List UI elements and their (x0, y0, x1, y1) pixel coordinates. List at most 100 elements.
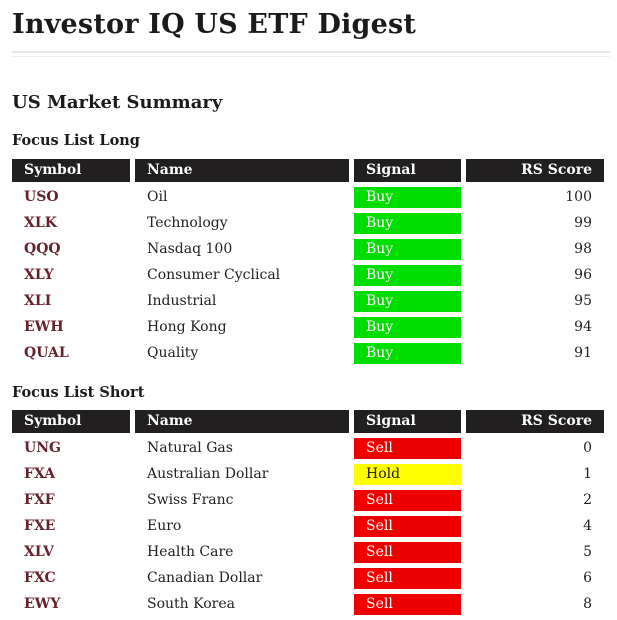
table-row: FXA Australian Dollar Hold 1 (12, 464, 604, 486)
rs-score-cell: 8 (583, 596, 592, 613)
signal-badge-sell: Sell (354, 542, 461, 564)
name-cell: South Korea (147, 596, 235, 613)
signal-cell: Sell (354, 516, 461, 538)
section-heading-us-market-summary: US Market Summary (12, 91, 223, 113)
column-header-rs-score: RS Score (466, 410, 604, 434)
signal-cell: Sell (354, 438, 461, 460)
signal-badge-sell: Sell (354, 594, 461, 616)
column-header-signal: Signal (354, 410, 461, 434)
column-header-symbol: Symbol (12, 158, 130, 182)
rs-score-cell: 98 (574, 240, 592, 257)
signal-cell: Buy (354, 290, 461, 312)
symbol-cell: EWY (24, 596, 61, 613)
name-cell: Natural Gas (147, 440, 233, 457)
table-row: XLY Consumer Cyclical Buy 96 (12, 264, 604, 286)
signal-cell: Sell (354, 594, 461, 616)
symbol-cell: QQQ (24, 240, 61, 257)
symbol-cell: FXA (24, 466, 56, 483)
column-header-name: Name (135, 410, 349, 434)
signal-badge-buy: Buy (354, 342, 461, 364)
name-cell: Consumer Cyclical (147, 266, 281, 283)
rs-score-cell: 4 (583, 518, 592, 535)
table-row: FXC Canadian Dollar Sell 6 (12, 568, 604, 590)
column-header-rs-score: RS Score (466, 158, 604, 182)
signal-badge-sell: Sell (354, 490, 461, 512)
name-cell: Canadian Dollar (147, 570, 263, 587)
rs-score-cell: 99 (574, 214, 592, 231)
signal-badge-sell: Sell (354, 438, 461, 460)
table-row: QUAL Quality Buy 91 (12, 342, 604, 364)
table-row: USO Oil Buy 100 (12, 186, 604, 208)
table-row: EWY South Korea Sell 8 (12, 594, 604, 616)
table-row: FXE Euro Sell 4 (12, 516, 604, 538)
signal-cell: Buy (354, 316, 461, 338)
name-cell: Quality (147, 344, 199, 361)
symbol-cell: UNG (24, 440, 61, 457)
symbol-cell: XLV (24, 544, 54, 561)
symbol-cell: FXF (24, 492, 55, 509)
title-divider (12, 50, 610, 57)
rs-score-cell: 94 (574, 318, 592, 335)
signal-badge-sell: Sell (354, 568, 461, 590)
table-row: QQQ Nasdaq 100 Buy 98 (12, 238, 604, 260)
signal-badge-buy: Buy (354, 264, 461, 286)
column-header-symbol: Symbol (12, 410, 130, 434)
table-row: EWH Hong Kong Buy 94 (12, 316, 604, 338)
focus-list-short-table: Symbol Name Signal RS Score UNG Natural Gas S… (7, 405, 609, 620)
signal-badge-buy: Buy (354, 212, 461, 234)
table-row: FXF Swiss Franc Sell 2 (12, 490, 604, 512)
rs-score-cell: 1 (583, 466, 592, 483)
signal-badge-buy: Buy (354, 186, 461, 208)
rs-score-cell: 6 (583, 570, 592, 587)
signal-badge-buy: Buy (354, 316, 461, 338)
signal-cell: Sell (354, 568, 461, 590)
signal-badge-buy: Buy (354, 290, 461, 312)
table-row: XLK Technology Buy 99 (12, 212, 604, 234)
signal-badge-buy: Buy (354, 238, 461, 260)
signal-cell: Hold (354, 464, 461, 486)
table-header-row: Symbol Name Signal RS Score (12, 158, 604, 182)
name-cell: Swiss Franc (147, 492, 234, 509)
name-cell: Health Care (147, 544, 234, 561)
signal-cell: Sell (354, 490, 461, 512)
symbol-cell: XLI (24, 292, 52, 309)
name-cell: Euro (147, 518, 182, 535)
name-cell: Hong Kong (147, 318, 227, 335)
name-cell: Australian Dollar (147, 466, 269, 483)
signal-cell: Buy (354, 342, 461, 364)
table-row: XLV Health Care Sell 5 (12, 542, 604, 564)
name-cell: Oil (147, 188, 168, 205)
signal-cell: Buy (354, 264, 461, 286)
signal-cell: Buy (354, 212, 461, 234)
rs-score-cell: 96 (574, 266, 592, 283)
name-cell: Technology (147, 214, 228, 231)
rs-score-cell: 0 (583, 440, 592, 457)
rs-score-cell: 2 (583, 492, 592, 509)
table-header-row: Symbol Name Signal RS Score (12, 410, 604, 434)
table-row: UNG Natural Gas Sell 0 (12, 438, 604, 460)
signal-cell: Buy (354, 186, 461, 208)
symbol-cell: QUAL (24, 344, 69, 361)
page-title: Investor IQ US ETF Digest (12, 9, 417, 40)
name-cell: Industrial (147, 292, 217, 309)
table-row: XLI Industrial Buy 95 (12, 290, 604, 312)
rs-score-cell: 5 (583, 544, 592, 561)
rs-score-cell: 91 (574, 344, 592, 361)
symbol-cell: FXC (24, 570, 56, 587)
signal-badge-sell: Sell (354, 516, 461, 538)
column-header-name: Name (135, 158, 349, 182)
table-heading-focus-list-short: Focus List Short (12, 383, 145, 401)
symbol-cell: FXE (24, 518, 56, 535)
symbol-cell: XLK (24, 214, 57, 231)
signal-cell: Sell (354, 542, 461, 564)
column-header-signal: Signal (354, 158, 461, 182)
symbol-cell: USO (24, 188, 59, 205)
rs-score-cell: 95 (574, 292, 592, 309)
signal-badge-hold: Hold (354, 464, 461, 486)
symbol-cell: XLY (24, 266, 54, 283)
name-cell: Nasdaq 100 (147, 240, 233, 257)
symbol-cell: EWH (24, 318, 64, 335)
focus-list-long-table: Symbol Name Signal RS Score USO Oil Buy 100 XLK… (7, 154, 609, 369)
rs-score-cell: 100 (565, 188, 592, 205)
